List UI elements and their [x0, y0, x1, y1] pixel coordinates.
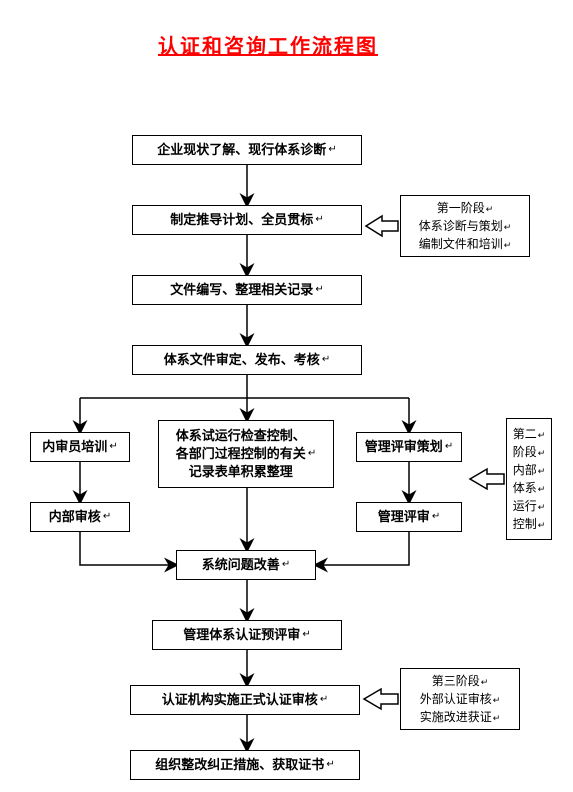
flow-node-n6: 体系试运行检查控制、 各部门过程控制的有关 记录表单积累整理↵ [158, 420, 334, 488]
annotation-arrow-icon [364, 689, 398, 709]
annotation-s2: 第二↵阶段↵内部↵体系↵运行↵控制↵ [506, 418, 552, 540]
annotation-arrow-icon [470, 469, 504, 489]
flow-node-n5: 内审员培训↵ [30, 432, 130, 462]
flow-node-n7: 管理评审策划↵ [356, 432, 462, 462]
annotation-s3: 第三阶段↵外部认证审核↵实施改进获证↵ [400, 668, 520, 730]
flow-node-n3: 文件编写、整理相关记录↵ [132, 275, 362, 305]
flow-node-n12: 认证机构实施正式认证审核↵ [130, 685, 360, 715]
flow-node-n13: 组织整改纠正措施、获取证书↵ [130, 750, 360, 780]
annotation-s1: 第一阶段↵体系诊断与策划↵编制文件和培训↵ [400, 195, 530, 257]
flow-node-n8: 内部审核↵ [30, 502, 130, 532]
flow-node-n11: 管理体系认证预评审↵ [152, 620, 342, 650]
flow-node-n4: 体系文件审定、发布、考核↵ [132, 345, 362, 375]
page-title: 认证和咨询工作流程图 [158, 30, 378, 59]
flow-node-n1: 企业现状了解、现行体系诊断↵ [132, 135, 362, 165]
flow-node-n10: 系统问题改善↵ [176, 550, 316, 580]
flow-node-n9: 管理评审↵ [356, 502, 462, 532]
annotation-arrow-icon [366, 216, 398, 236]
flow-node-n2: 制定推导计划、全员贯标↵ [132, 205, 362, 235]
